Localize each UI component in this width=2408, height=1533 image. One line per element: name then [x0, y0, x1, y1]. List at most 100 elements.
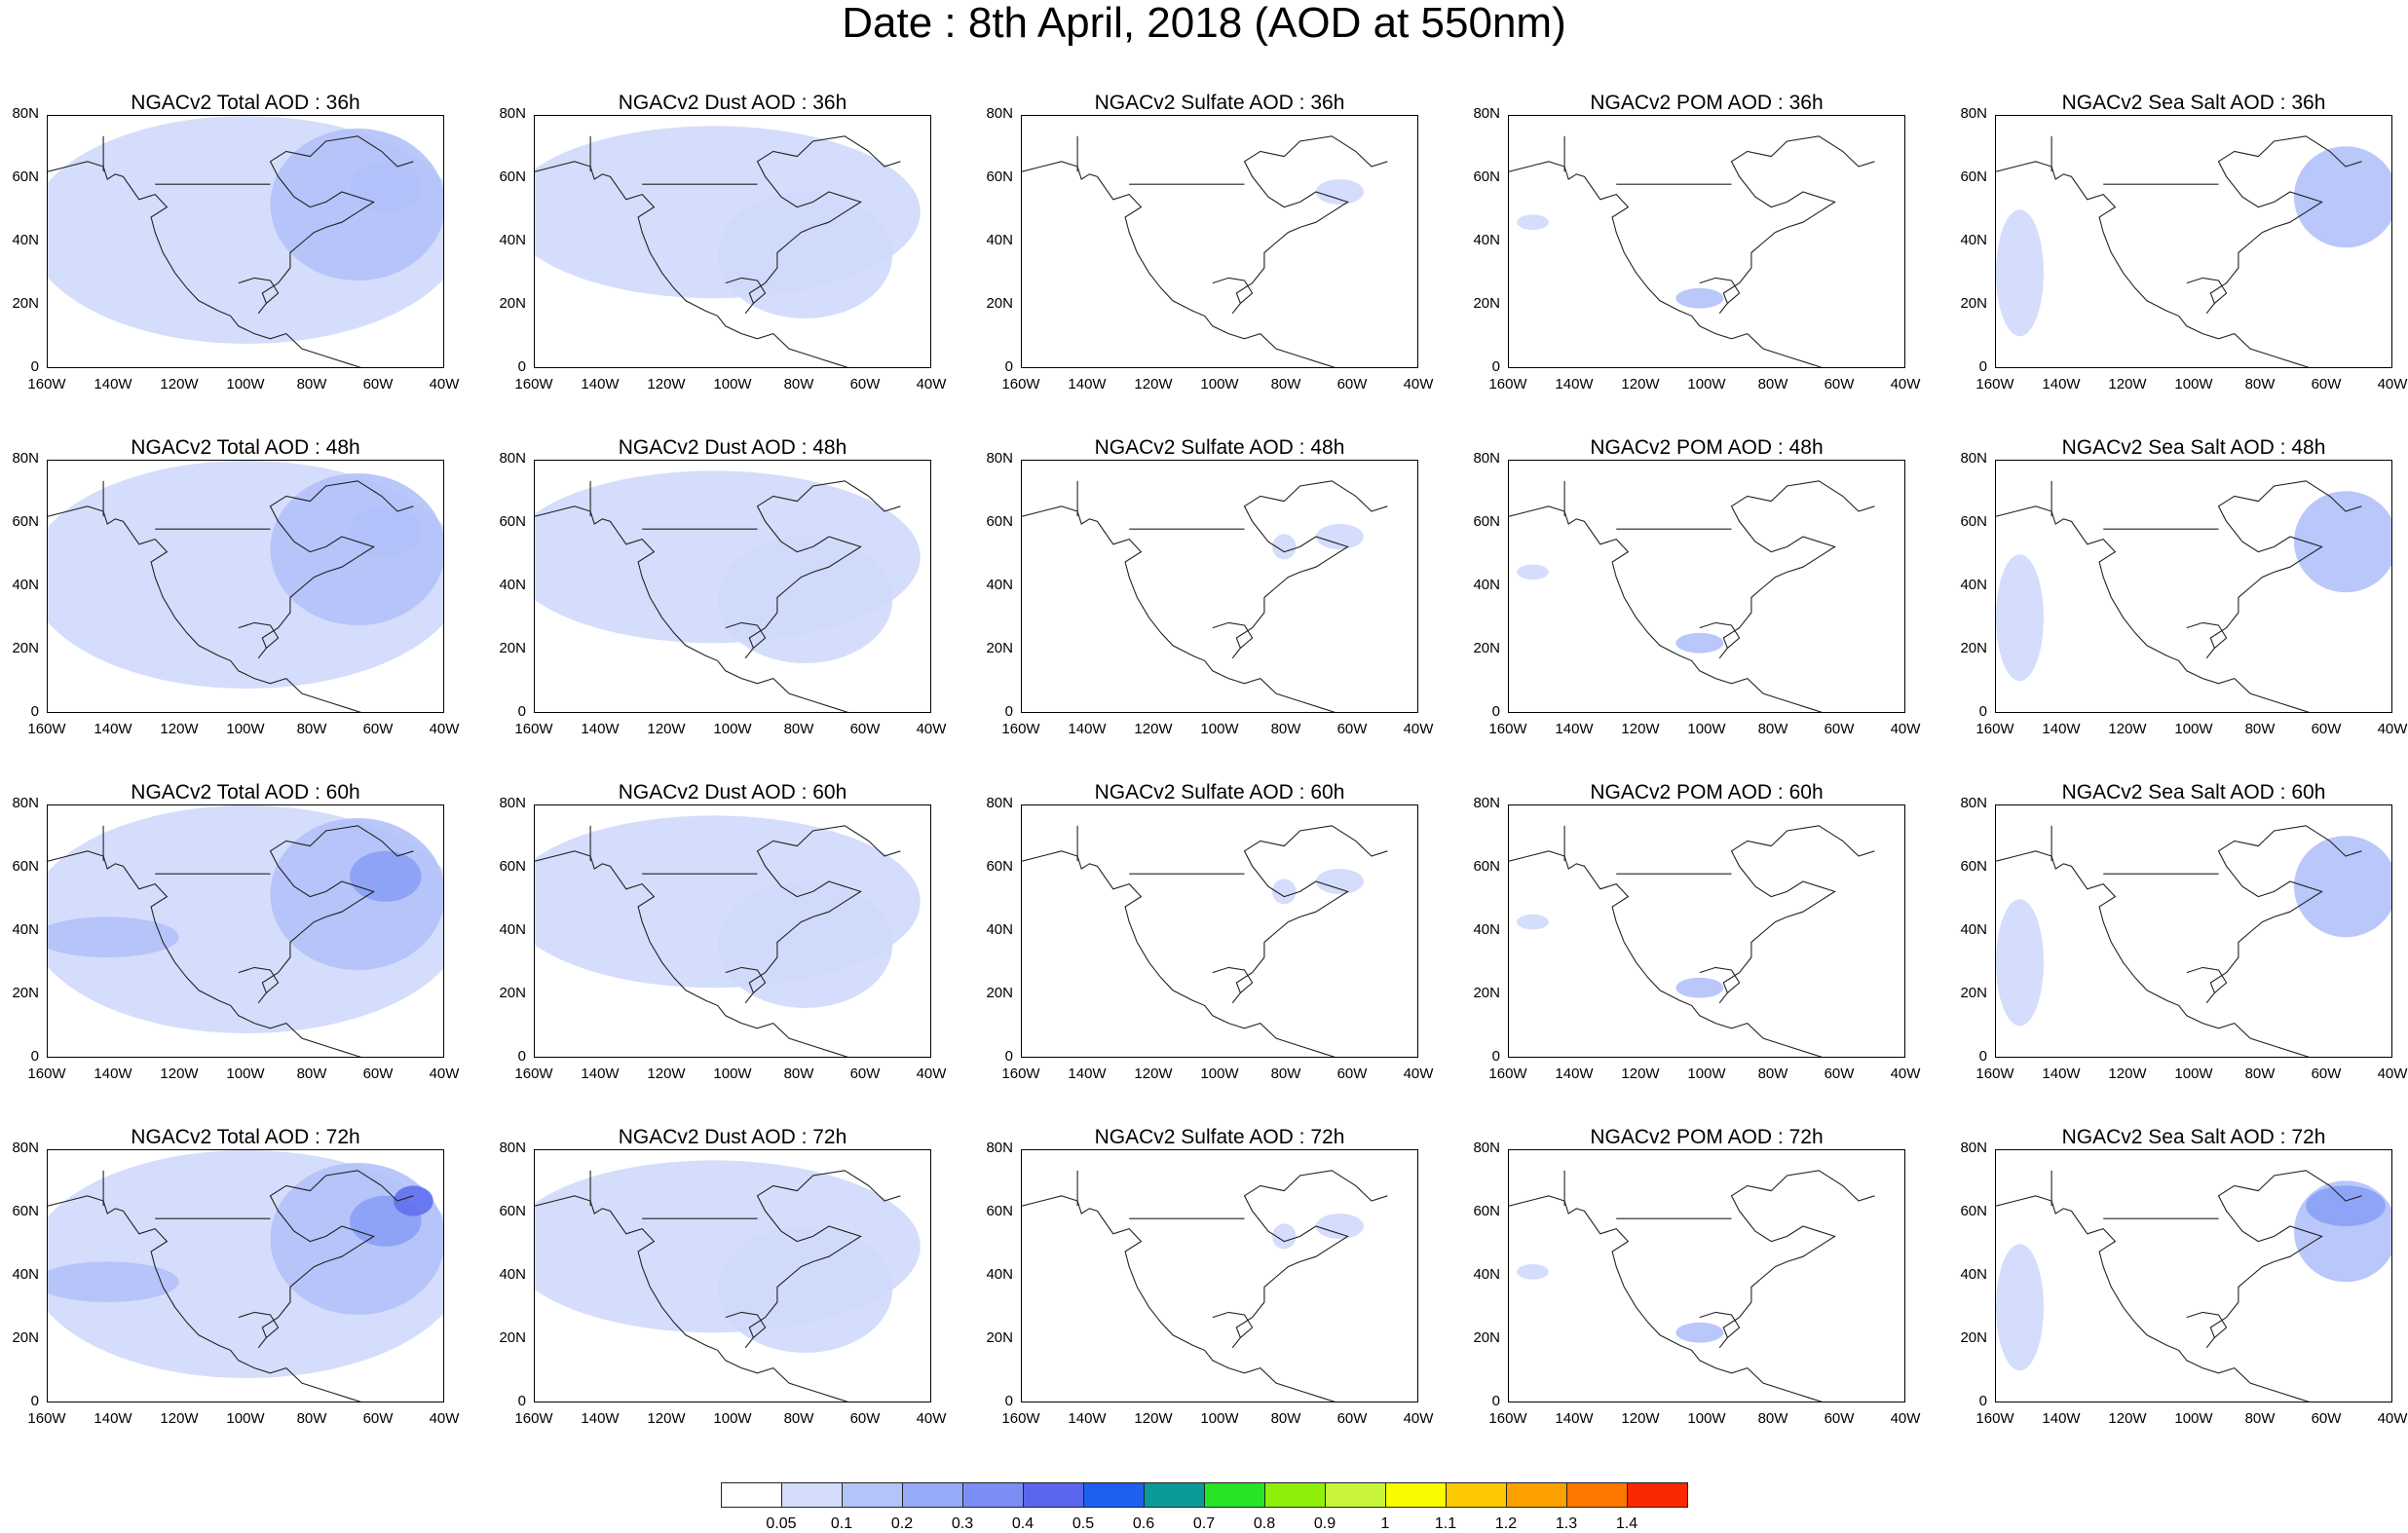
latitude-tick-label: 40N [1473, 1266, 1500, 1283]
latitude-tick-label: 80N [986, 1140, 1013, 1156]
longitude-tick-label: 100W [713, 721, 752, 737]
longitude-tick-label: 100W [1200, 376, 1239, 393]
latitude-tick-label: 60N [1473, 168, 1500, 185]
latitude-tick-label: 80N [499, 1140, 526, 1156]
longitude-tick-label: 120W [647, 1066, 686, 1082]
map-panel [534, 804, 931, 1058]
latitude-tick-label: 40N [1960, 1266, 1987, 1283]
latitude-tick-label: 80N [499, 795, 526, 811]
latitude-tick-label: 20N [12, 640, 39, 656]
latitude-tick-label: 80N [12, 105, 39, 122]
colorbar-label: 0.9 [1313, 1515, 1336, 1532]
longitude-tick-label: 160W [514, 1410, 553, 1427]
longitude-tick-label: 100W [226, 721, 265, 737]
colorbar-label: 0.4 [1011, 1515, 1035, 1532]
longitude-tick-label: 160W [27, 721, 66, 737]
latitude-tick-label: 60N [1960, 858, 1987, 875]
panel-title: NGACv2 Total AOD : 72h [131, 1126, 360, 1148]
longitude-tick-label: 40W [916, 376, 947, 393]
longitude-tick-label: 140W [581, 1410, 620, 1427]
map-panel [534, 115, 931, 368]
panel-title: NGACv2 Sea Salt AOD : 36h [2061, 92, 2326, 114]
latitude-tick-label: 20N [499, 1329, 526, 1346]
longitude-tick-label: 80W [2244, 376, 2276, 393]
longitude-tick-label: 60W [362, 376, 394, 393]
longitude-tick-label: 160W [1975, 1066, 2014, 1082]
longitude-tick-label: 100W [226, 1066, 265, 1082]
latitude-tick-label: 80N [1473, 450, 1500, 467]
colorbar-swatch [1385, 1482, 1447, 1508]
longitude-tick-label: 80W [296, 1066, 327, 1082]
colorbar-label: 1.1 [1434, 1515, 1457, 1532]
longitude-tick-label: 40W [1890, 1066, 1921, 1082]
longitude-tick-label: 120W [647, 376, 686, 393]
longitude-tick-label: 160W [514, 721, 553, 737]
longitude-tick-label: 60W [1824, 1066, 1855, 1082]
latitude-tick-label: 20N [12, 985, 39, 1001]
panel-title: NGACv2 Sulfate AOD : 72h [1094, 1126, 1345, 1148]
longitude-tick-label: 80W [1757, 721, 1788, 737]
latitude-tick-label: 20N [499, 295, 526, 312]
latitude-tick-label: 80N [1473, 795, 1500, 811]
longitude-tick-label: 60W [1824, 376, 1855, 393]
longitude-tick-label: 140W [581, 376, 620, 393]
longitude-tick-label: 140W [1068, 721, 1107, 737]
latitude-tick-label: 0 [30, 703, 39, 720]
longitude-tick-label: 60W [849, 376, 881, 393]
longitude-tick-label: 100W [2174, 1066, 2213, 1082]
longitude-tick-label: 40W [2377, 1410, 2408, 1427]
longitude-tick-label: 160W [27, 1410, 66, 1427]
longitude-tick-label: 140W [94, 1066, 132, 1082]
longitude-tick-label: 140W [1555, 1410, 1594, 1427]
latitude-tick-label: 60N [1960, 168, 1987, 185]
latitude-tick-label: 60N [12, 1203, 39, 1219]
latitude-tick-label: 40N [12, 1266, 39, 1283]
longitude-tick-label: 120W [1134, 721, 1173, 737]
longitude-tick-label: 140W [2042, 721, 2081, 737]
longitude-tick-label: 60W [1824, 1410, 1855, 1427]
map-panel [1021, 115, 1418, 368]
latitude-tick-label: 0 [1491, 1393, 1500, 1409]
map-panel [47, 460, 444, 713]
panel-title: NGACv2 Sea Salt AOD : 48h [2061, 436, 2326, 459]
latitude-tick-label: 20N [1473, 985, 1500, 1001]
longitude-tick-label: 100W [226, 1410, 265, 1427]
longitude-tick-label: 60W [2311, 1410, 2342, 1427]
longitude-tick-label: 140W [1068, 1066, 1107, 1082]
longitude-tick-label: 140W [94, 721, 132, 737]
panel-title: NGACv2 Sulfate AOD : 60h [1094, 781, 1345, 804]
latitude-tick-label: 40N [499, 577, 526, 593]
longitude-tick-label: 60W [2311, 1066, 2342, 1082]
longitude-tick-label: 120W [1134, 1066, 1173, 1082]
latitude-tick-label: 60N [1960, 513, 1987, 530]
longitude-tick-label: 60W [849, 721, 881, 737]
latitude-tick-label: 60N [499, 513, 526, 530]
longitude-tick-label: 100W [1687, 1410, 1726, 1427]
latitude-tick-label: 0 [1978, 1048, 1987, 1065]
latitude-tick-label: 0 [517, 1393, 526, 1409]
longitude-tick-label: 140W [1555, 376, 1594, 393]
longitude-tick-label: 100W [2174, 1410, 2213, 1427]
latitude-tick-label: 60N [499, 168, 526, 185]
colorbar-swatch [1264, 1482, 1326, 1508]
colorbar-swatch [1446, 1482, 1507, 1508]
longitude-tick-label: 140W [1068, 1410, 1107, 1427]
latitude-tick-label: 40N [12, 577, 39, 593]
colorbar-label: 0.5 [1072, 1515, 1095, 1532]
longitude-tick-label: 40W [1890, 721, 1921, 737]
longitude-tick-label: 160W [1488, 376, 1527, 393]
latitude-tick-label: 60N [1473, 1203, 1500, 1219]
longitude-tick-label: 160W [1488, 1410, 1527, 1427]
map-panel [1995, 115, 2392, 368]
longitude-tick-label: 160W [1001, 1410, 1040, 1427]
longitude-tick-label: 120W [1134, 376, 1173, 393]
latitude-tick-label: 20N [1473, 640, 1500, 656]
latitude-tick-label: 0 [517, 1048, 526, 1065]
longitude-tick-label: 60W [362, 1066, 394, 1082]
longitude-tick-label: 80W [783, 376, 814, 393]
map-panel [47, 1149, 444, 1402]
longitude-tick-label: 40W [1403, 376, 1434, 393]
map-panel [1508, 1149, 1905, 1402]
colorbar-label: 0.8 [1253, 1515, 1276, 1532]
longitude-tick-label: 80W [1757, 1410, 1788, 1427]
